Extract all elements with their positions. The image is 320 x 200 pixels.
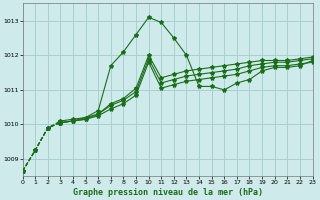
- X-axis label: Graphe pression niveau de la mer (hPa): Graphe pression niveau de la mer (hPa): [73, 188, 262, 197]
